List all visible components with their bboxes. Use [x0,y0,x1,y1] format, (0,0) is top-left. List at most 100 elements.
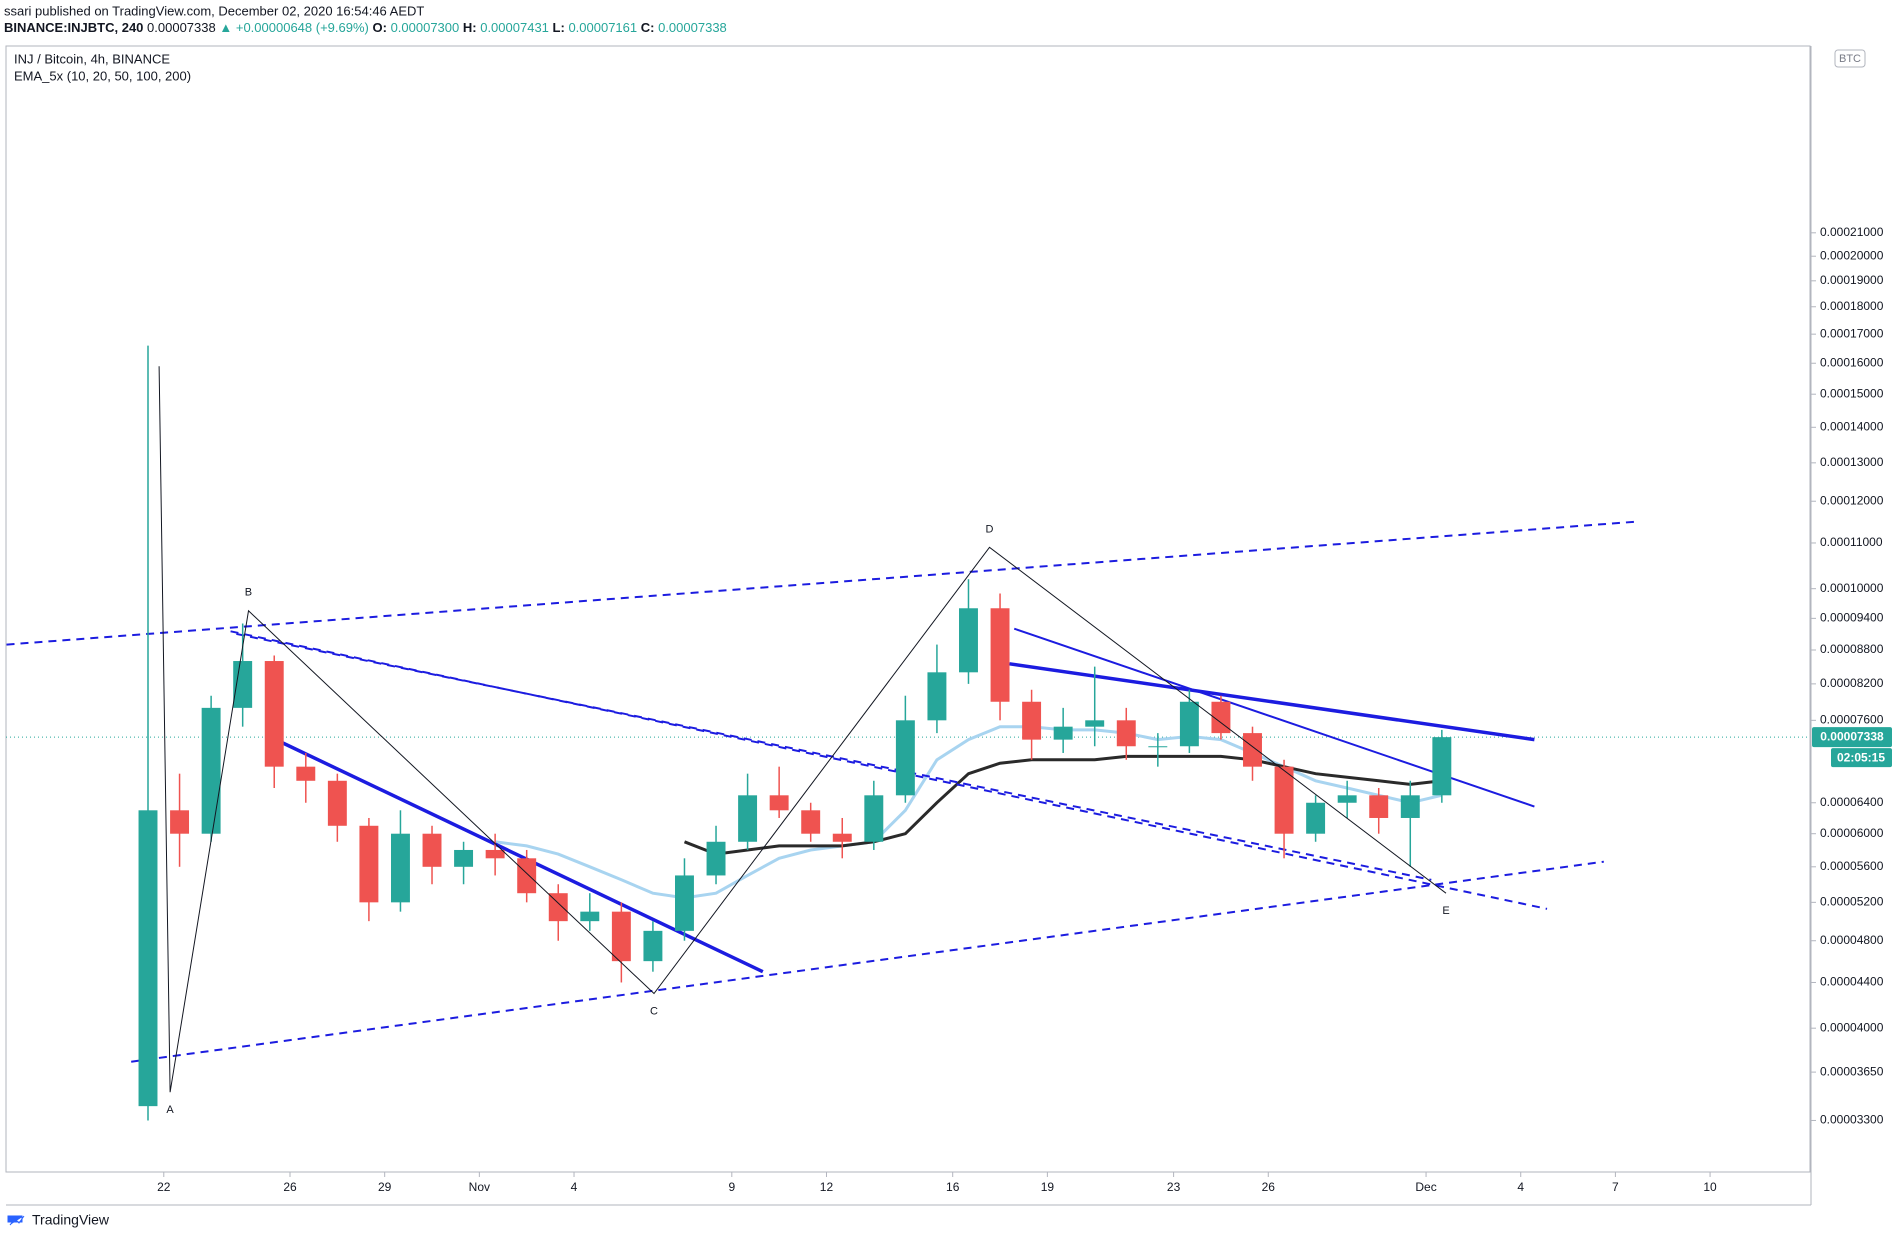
candle-body [1116,720,1136,747]
y-tick-label: 0.00006000 [1820,826,1884,840]
y-tick-label: 0.00004800 [1820,933,1884,947]
x-tick-label: 10 [1703,1180,1717,1194]
candle-body [1022,701,1042,740]
candle-body [1432,737,1452,796]
y-tick-label: 0.00008800 [1820,642,1884,656]
candle-body [1400,795,1420,818]
x-tick-label: 12 [820,1180,834,1194]
x-tick-label: Dec [1415,1180,1436,1194]
candle-body [454,849,474,867]
x-tick-label: Nov [469,1180,490,1194]
candle-body [611,911,631,962]
plot-area [6,345,1810,1121]
candle-body [1274,766,1294,834]
y-tick-label: 0.00018000 [1820,299,1884,313]
x-tick-label: 7 [1612,1180,1619,1194]
candle-body [990,608,1010,702]
candle-body [1306,802,1326,834]
x-tick-label: 26 [1262,1180,1276,1194]
x-tick-label: 4 [571,1180,578,1194]
x-tick-label: 4 [1517,1180,1524,1194]
last-price-box [1812,727,1892,748]
trendline [268,734,764,974]
y-tick-label: 0.00017000 [1820,326,1884,340]
y-tick-label: 0.00003650 [1820,1064,1884,1078]
ohlc-value: 0.00007300 [391,20,460,35]
pattern-label: E [1442,905,1449,917]
candle-body [643,930,663,962]
candle-body [327,780,347,826]
y-tick-label: 0.00009400 [1820,611,1884,625]
last-price-label: 0.00007338 [1820,729,1884,743]
candle-body [201,707,221,834]
ohlc-value: 0.00007161 [568,20,637,35]
ohlc-value: 0.00007431 [480,20,549,35]
trendline [6,520,1637,646]
x-tick-label: 22 [157,1180,171,1194]
x-tick-label: 23 [1167,1180,1181,1194]
y-tick-label: 0.00008200 [1820,676,1884,690]
publish-line: ssari published on TradingView.com, Dece… [4,3,424,18]
countdown-box [1831,748,1892,768]
candle-body [359,825,379,903]
candle-body [485,849,505,859]
candle-body [422,833,442,867]
candle-body [1148,746,1168,748]
ohlc-key: H: [463,20,477,35]
pattern-label: C [650,1005,658,1017]
pattern-label: A [166,1104,174,1116]
y-tick-label: 0.00011000 [1820,535,1883,549]
x-tick-label: 26 [283,1180,297,1194]
candle-body [548,893,568,922]
y-tick-label: 0.00004000 [1820,1020,1884,1034]
currency-badge [1834,49,1866,68]
y-tick-label: 0.00014000 [1820,419,1884,433]
candle-body [927,672,947,721]
candle-body [170,810,190,834]
candle-body [1369,795,1389,818]
y-tick-label: 0.00021000 [1820,225,1884,239]
candle-body [1085,720,1105,727]
trendline [1009,662,1535,742]
candle-body [675,875,694,931]
countdown-label: 02:05:15 [1837,750,1885,764]
candle-body [959,608,978,673]
ohlc-key: C: [641,20,655,35]
candle-body [296,766,316,781]
trendline [131,860,1604,1063]
candle-body [1337,795,1357,803]
trendline [236,632,1432,881]
candle-body [801,810,821,834]
candle-body [832,833,852,842]
ohlc-value: 0.00007338 [658,20,727,35]
chart-title: INJ / Bitcoin, 4h, BINANCE [14,51,170,66]
y-tick-label: 0.00013000 [1820,455,1884,469]
ohlc-key: O: [372,20,386,35]
symbol: BINANCE:INJBTC, 240 [4,20,143,35]
candle-body [580,911,600,922]
x-tick-label: 9 [728,1180,735,1194]
candle-body [895,720,915,796]
ohlc-key: L: [553,20,565,35]
y-tick-label: 0.00020000 [1820,248,1884,262]
plot-frame [5,45,1811,1173]
candle-body [738,795,758,842]
footer-brand: TradingView [32,1212,110,1228]
last-price: 0.00007338 [147,20,216,35]
x-tick-label: 29 [378,1180,392,1194]
change: +0.00000648 (+9.69%) [236,20,369,35]
pattern-label: D [986,523,994,535]
y-tick-label: 0.00012000 [1820,493,1884,507]
candle-body [1053,726,1073,740]
pattern-line [158,366,1447,1093]
candle-body [1211,701,1231,734]
y-tick-label: 0.00005600 [1820,859,1884,873]
tradingview-logo [7,1215,25,1226]
candle-body [517,858,537,894]
candle-body [769,795,789,811]
trendline [230,630,1548,910]
candle-body [264,661,284,767]
x-tick-label: 16 [946,1180,960,1194]
